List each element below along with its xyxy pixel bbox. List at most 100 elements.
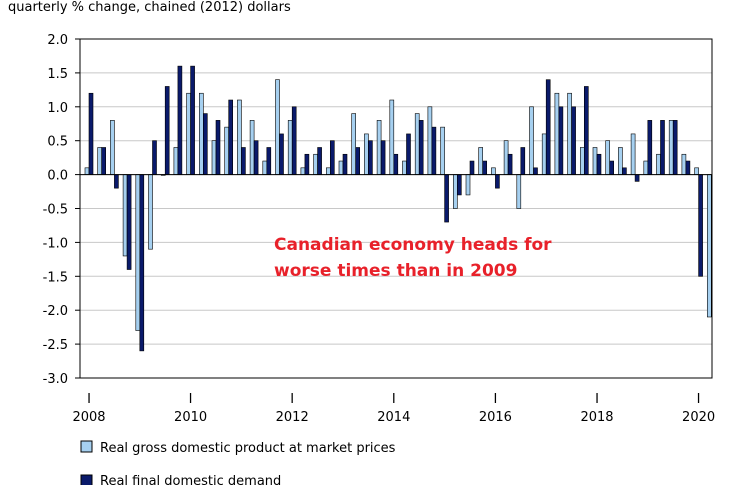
bar-gdp bbox=[199, 92, 204, 175]
bar-final-demand bbox=[431, 126, 437, 175]
bar-final-demand bbox=[583, 86, 589, 175]
bar-gdp bbox=[529, 106, 534, 175]
bar-final-demand bbox=[329, 140, 335, 175]
bar-gdp bbox=[110, 120, 115, 175]
bar-gdp bbox=[313, 153, 318, 175]
y-tick-label: -0.5 bbox=[43, 203, 68, 218]
bar-final-demand bbox=[177, 65, 183, 175]
bar-final-demand bbox=[355, 147, 361, 175]
x-year-label: 2008 bbox=[72, 410, 105, 425]
bar-gdp bbox=[427, 106, 433, 175]
bar-final-demand bbox=[279, 133, 284, 175]
bar-gdp bbox=[541, 133, 547, 175]
bar-gdp bbox=[122, 174, 128, 257]
bar-gdp bbox=[376, 120, 382, 175]
bar-final-demand bbox=[215, 120, 221, 175]
bar-gdp bbox=[135, 174, 141, 331]
y-ticks: 2.0 1.5 1.0 0.5 0.0 -0.5 -1.0 -1.5 -2.0 -2.5 -3.0 bbox=[43, 33, 80, 387]
bar-final-demand bbox=[101, 147, 106, 175]
x-year-label: 2018 bbox=[580, 410, 613, 425]
bar-final-demand bbox=[406, 133, 411, 175]
bar-gdp bbox=[630, 133, 636, 175]
bar-final-demand bbox=[88, 92, 94, 175]
chart-annotation: Canadian economy heads for worse times t… bbox=[274, 235, 552, 281]
bar-final-demand bbox=[634, 174, 640, 182]
annotation-line-1: Canadian economy heads for bbox=[274, 235, 552, 255]
bar-gdp bbox=[491, 167, 496, 175]
bar-final-demand bbox=[342, 153, 348, 175]
x-year-label: 2016 bbox=[479, 410, 512, 425]
bar-final-demand bbox=[456, 174, 462, 196]
bar-gdp bbox=[668, 120, 674, 175]
x-quarter-label: I bbox=[595, 392, 599, 407]
bar-gdp bbox=[287, 120, 293, 175]
bar-final-demand bbox=[126, 174, 132, 270]
y-tick-label: 0.0 bbox=[47, 169, 68, 184]
bar-gdp bbox=[262, 160, 268, 175]
bar-final-demand bbox=[203, 113, 208, 175]
x-ticks: I 2008 I 2010 I 2012 I 2014 I 2016 I 2018 I 2020 bbox=[72, 392, 715, 425]
y-tick-label: 1.5 bbox=[47, 67, 68, 82]
y-axis-label: quarterly % change, chained (2012) dolla… bbox=[8, 0, 291, 15]
bar-final-demand bbox=[418, 120, 424, 175]
bar-gdp bbox=[694, 167, 699, 175]
bar-gdp bbox=[516, 174, 522, 209]
x-quarter-label: I bbox=[493, 392, 497, 407]
bar-final-demand bbox=[317, 147, 322, 175]
bar-final-demand bbox=[241, 147, 246, 175]
bar-final-demand bbox=[152, 140, 157, 175]
bar-final-demand bbox=[520, 147, 526, 175]
bar-final-demand bbox=[228, 99, 233, 175]
x-quarter-label: I bbox=[87, 392, 91, 407]
bar-gdp bbox=[579, 147, 585, 175]
bar-gdp bbox=[503, 140, 509, 175]
bar-gdp bbox=[338, 160, 344, 175]
x-year-label: 2012 bbox=[276, 410, 309, 425]
bar-final-demand bbox=[545, 79, 551, 175]
bar-gdp bbox=[275, 79, 280, 175]
bar-final-demand bbox=[482, 160, 488, 175]
bar-gdp bbox=[389, 99, 395, 175]
bar-gdp bbox=[237, 99, 242, 175]
bars bbox=[80, 65, 712, 352]
bar-gdp bbox=[554, 92, 560, 175]
bar-final-demand bbox=[253, 140, 259, 175]
x-year-label: 2014 bbox=[377, 410, 410, 425]
bar-gdp bbox=[478, 147, 484, 175]
bar-final-demand bbox=[164, 86, 170, 175]
bar-gdp bbox=[706, 174, 712, 318]
bar-final-demand bbox=[368, 140, 373, 175]
bar-gdp bbox=[186, 92, 191, 175]
bar-final-demand bbox=[469, 160, 475, 175]
y-tick-label: 1.0 bbox=[47, 101, 68, 116]
bar-gdp bbox=[414, 113, 420, 175]
bar-gdp bbox=[618, 147, 623, 175]
bar-final-demand bbox=[660, 120, 665, 175]
bar-final-demand bbox=[190, 65, 195, 175]
bar-gdp bbox=[656, 153, 661, 175]
bar-final-demand bbox=[596, 153, 602, 175]
bar-gdp bbox=[440, 126, 445, 175]
bar-gdp bbox=[148, 174, 153, 250]
bar-final-demand bbox=[609, 160, 615, 175]
legend-swatch-gdp bbox=[80, 440, 93, 453]
bar-gdp bbox=[452, 174, 458, 209]
bar-final-demand bbox=[291, 106, 297, 175]
bar-gdp bbox=[325, 167, 331, 175]
bar-final-demand bbox=[304, 153, 310, 175]
bar-gdp bbox=[592, 147, 598, 175]
gridlines bbox=[80, 72, 712, 345]
legend-label-gdp: Real gross domestic product at market pr… bbox=[100, 441, 396, 456]
bar-gdp bbox=[402, 160, 407, 175]
bar-final-demand bbox=[495, 174, 500, 189]
legend-label-demand: Real final domestic demand bbox=[100, 474, 281, 485]
annotation-line-2: worse times than in 2009 bbox=[274, 261, 517, 281]
bar-final-demand bbox=[114, 174, 119, 189]
bar-final-demand bbox=[444, 174, 449, 223]
legend-swatch-demand bbox=[80, 474, 93, 485]
bar-gdp bbox=[300, 167, 306, 175]
y-tick-label: -2.0 bbox=[43, 304, 68, 319]
bar-gdp bbox=[567, 92, 572, 175]
